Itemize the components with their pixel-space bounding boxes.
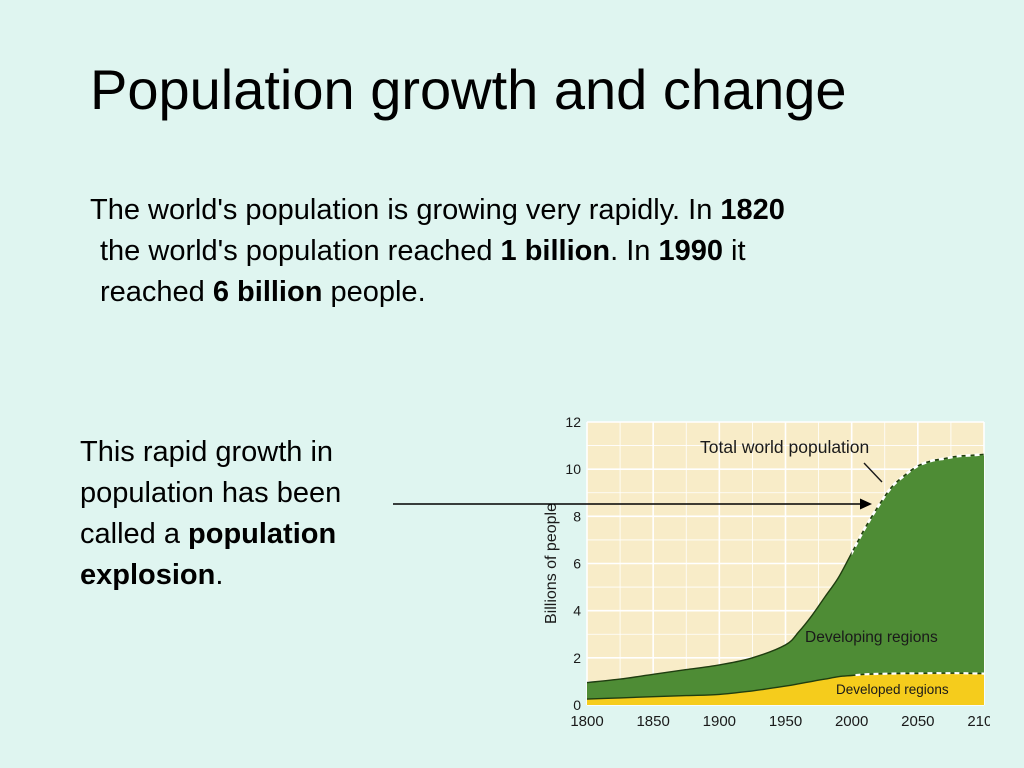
total-population-line	[586, 453, 985, 684]
intro-year-1990: 1990	[658, 235, 723, 267]
caption-line-1: This rapid growth in	[80, 436, 334, 468]
intro-one-billion: 1 billion	[500, 235, 611, 267]
intro-line-3: reached 6 billion people.	[90, 272, 960, 313]
intro-text-1: The world's population is growing very r…	[90, 194, 721, 226]
y-tick-label: 4	[573, 603, 581, 619]
y-tick-label: 10	[565, 461, 581, 477]
x-tick-label: 2050	[901, 713, 934, 730]
population-chart-svg: 0 2 4 6 8 10 12 1800 1850 1900 1950 2000 2050 2100 Bil…	[529, 408, 990, 736]
x-tick-label: 1900	[703, 713, 736, 730]
population-chart: 0 2 4 6 8 10 12 1800 1850 1900 1950 2000 2050 2100 Bil…	[529, 408, 990, 736]
x-tick-label: 2100	[967, 713, 990, 730]
intro-text-6: people.	[322, 276, 426, 308]
caption-text-3: called a	[80, 518, 189, 550]
caption-line-3: called a population	[80, 514, 410, 555]
explosion-caption: This rapid growth in population has been…	[80, 432, 410, 596]
developed-regions-area	[587, 673, 984, 705]
caption-bold-explosion: explosion	[80, 559, 216, 591]
y-axis-label: Billions of people	[543, 503, 560, 624]
developed-projection-dashes	[851, 672, 985, 677]
y-tick-label: 8	[573, 508, 581, 524]
x-tick-label: 1800	[570, 713, 603, 730]
pointer-arrow-head	[860, 498, 872, 510]
developed-regions-label: Developed regions	[836, 682, 949, 697]
y-tick-label: 2	[573, 650, 581, 666]
intro-text-3: . In	[610, 235, 659, 267]
x-tick-label: 1950	[769, 713, 802, 730]
caption-line-2: population has been	[80, 477, 342, 509]
intro-line-2: the world's population reached 1 billion…	[90, 231, 960, 272]
intro-text-4: it	[722, 235, 746, 267]
total-population-annotation: Total world population	[700, 437, 869, 457]
annotation-leader-line	[863, 462, 883, 483]
intro-text-5: reached	[100, 276, 213, 308]
developing-regions-area	[587, 454, 984, 705]
x-tick-label: 1850	[636, 713, 669, 730]
caption-period: .	[215, 559, 224, 591]
y-tick-label: 12	[565, 414, 581, 430]
y-tick-label: 0	[573, 697, 581, 713]
slide-title: Population growth and change	[90, 58, 847, 121]
caption-bold-population: population	[188, 518, 337, 550]
caption-line-4: explosion.	[80, 555, 410, 596]
intro-paragraph: The world's population is growing very r…	[90, 190, 960, 313]
intro-line-1: The world's population is growing very r…	[90, 190, 960, 231]
intro-six-billion: 6 billion	[212, 276, 323, 308]
intro-text-2: the world's population reached	[100, 235, 501, 267]
y-tick-label: 6	[573, 556, 581, 572]
intro-year-1820: 1820	[720, 194, 785, 226]
x-tick-label: 2000	[835, 713, 868, 730]
developing-regions-label: Developing regions	[805, 629, 938, 646]
